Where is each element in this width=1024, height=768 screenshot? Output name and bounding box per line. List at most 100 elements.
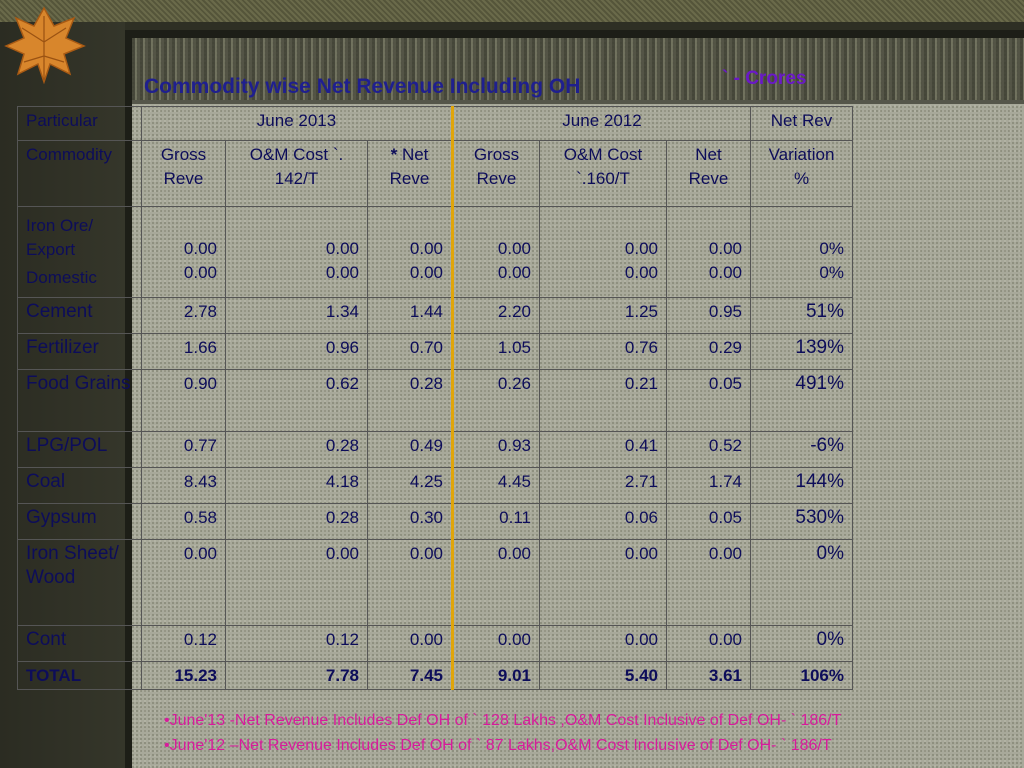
export-value: 0.00 (708, 239, 742, 258)
header-june-2012: June 2012 (452, 106, 751, 141)
gross-reve-2012: 0.11 (452, 503, 540, 540)
om-cost-2012: 2.71 (539, 467, 667, 504)
header-gross-reve-2012: Gross Reve (452, 140, 540, 207)
commodity-name: Food Grains (17, 369, 142, 432)
gross-reve-2013: 8.43 (141, 467, 226, 504)
net-reve-2012: 0.00 (666, 625, 751, 662)
header-net-rev: Net Rev (750, 106, 853, 141)
commodity-name: LPG/POL (17, 431, 142, 468)
export-value: 0% (819, 239, 844, 258)
header-june-2013: June 2013 (141, 106, 454, 141)
gross-reve-2013: 0.77 (141, 431, 226, 468)
table-row: LPG/POL 0.77 0.28 0.49 0.93 0.41 0.52 -6… (17, 431, 853, 468)
header-net-reve-2013: * Net Reve (367, 140, 454, 207)
om-cost-2013: 0.00 (225, 539, 368, 626)
header-particular: Particular (17, 106, 142, 141)
export-value: 0.00 (497, 239, 531, 258)
iron-ore-gross-2012: 0.00 0.00 (452, 206, 540, 298)
export-value: 0.00 (325, 239, 359, 258)
iron-ore-variation: 0% 0% (750, 206, 853, 298)
iron-ore-gross-2013: 0.00 0.00 (141, 206, 226, 298)
header-om-cost-2012: O&M Cost `.160/T (539, 140, 667, 207)
variation: 139% (750, 333, 853, 370)
gross-reve-2013: 0.12 (141, 625, 226, 662)
table-row: Cont 0.12 0.12 0.00 0.00 0.00 0.00 0% (17, 625, 853, 662)
net-reve-2013: 4.25 (367, 467, 454, 504)
header-divider (132, 100, 1024, 104)
net-reve-2012: 0.29 (666, 333, 751, 370)
variation: 530% (750, 503, 853, 540)
gross-reve-2012: 2.20 (452, 297, 540, 334)
iron-ore-om-2012: 0.00 0.00 (539, 206, 667, 298)
domestic-value: 0% (819, 263, 844, 282)
header-gross-reve-2013: Gross Reve (141, 140, 226, 207)
domestic-value: 0.00 (708, 263, 742, 282)
commodity-name: Iron Sheet/ Wood (17, 539, 142, 626)
top-texture-band (0, 0, 1024, 22)
total-gross-reve-2013: 15.23 (141, 661, 226, 690)
header-om-cost-2013: O&M Cost `. 142/T (225, 140, 368, 207)
om-cost-2012: 0.00 (539, 539, 667, 626)
iron-ore-net-2013: 0.00 0.00 (367, 206, 454, 298)
domestic-value: 0.00 (497, 263, 531, 282)
net-reve-2013: 0.70 (367, 333, 454, 370)
gross-reve-2013: 1.66 (141, 333, 226, 370)
export-value: 0.00 (183, 239, 217, 258)
footnotes: •June'13 -Net Revenue Includes Def OH of… (164, 708, 1024, 758)
header-net-reve-2012: Net Reve (666, 140, 751, 207)
net-reve-2013: 0.30 (367, 503, 454, 540)
net-reve-2013: 0.49 (367, 431, 454, 468)
om-cost-2012: 0.76 (539, 333, 667, 370)
gross-reve-2012: 0.93 (452, 431, 540, 468)
total-om-cost-2012: 5.40 (539, 661, 667, 690)
unit-label: ` - Crores (722, 68, 807, 89)
domestic-value: 0.00 (624, 263, 658, 282)
net-reve-2012: 1.74 (666, 467, 751, 504)
om-cost-2013: 1.34 (225, 297, 368, 334)
net-reve-2012: 0.00 (666, 539, 751, 626)
om-cost-2013: 0.28 (225, 431, 368, 468)
domestic-value: 0.00 (409, 263, 443, 282)
domestic-value: 0.00 (183, 263, 217, 282)
table-row: Cement 2.78 1.34 1.44 2.20 1.25 0.95 51% (17, 297, 853, 334)
total-net-reve-2012: 3.61 (666, 661, 751, 690)
gross-reve-2012: 1.05 (452, 333, 540, 370)
table-row-iron-ore: Iron Ore/ Export Domestic 0.00 0.00 0.00 0… (17, 206, 853, 298)
net-asterisk: * (390, 145, 398, 164)
commodity-name: Coal (17, 467, 142, 504)
header-commodity: Commodity (17, 140, 142, 207)
header-row-2: Commodity Gross Reve O&M Cost `. 142/T *… (17, 140, 853, 207)
total-gross-reve-2012: 9.01 (452, 661, 540, 690)
om-cost-2012: 0.06 (539, 503, 667, 540)
om-cost-2012: 1.25 (539, 297, 667, 334)
gross-reve-2012: 0.26 (452, 369, 540, 432)
net-reve-2013: 0.00 (367, 625, 454, 662)
commodity-name: Cement (17, 297, 142, 334)
gross-reve-2012: 0.00 (452, 625, 540, 662)
om-cost-2013: 4.18 (225, 467, 368, 504)
gross-reve-2012: 4.45 (452, 467, 540, 504)
iron-ore-label: Iron Ore/ Export (26, 216, 94, 259)
iron-ore-net-2012: 0.00 0.00 (666, 206, 751, 298)
table-row: Iron Sheet/ Wood 0.00 0.00 0.00 0.00 0.0… (17, 539, 853, 626)
revenue-table: Particular June 2013 June 2012 Net Rev C… (17, 106, 853, 690)
net-reve-2012: 0.05 (666, 369, 751, 432)
om-cost-2013: 0.62 (225, 369, 368, 432)
iron-ore-label-cell: Iron Ore/ Export Domestic (17, 206, 142, 298)
gross-reve-2013: 2.78 (141, 297, 226, 334)
header-variation: Variation % (750, 140, 853, 207)
net-reve-2012: 0.05 (666, 503, 751, 540)
variation: 51% (750, 297, 853, 334)
variation: 0% (750, 539, 853, 626)
total-net-reve-2013: 7.45 (367, 661, 454, 690)
om-cost-2013: 0.12 (225, 625, 368, 662)
om-cost-2013: 0.96 (225, 333, 368, 370)
export-value: 0.00 (409, 239, 443, 258)
commodity-name: Cont (17, 625, 142, 662)
table-row: Gypsum 0.58 0.28 0.30 0.11 0.06 0.05 530… (17, 503, 853, 540)
header-net-reve-2013-label: Net Reve (389, 145, 430, 188)
total-label: TOTAL (17, 661, 142, 690)
gross-reve-2013: 0.58 (141, 503, 226, 540)
domestic-value: 0.00 (325, 263, 359, 282)
net-reve-2012: 0.95 (666, 297, 751, 334)
